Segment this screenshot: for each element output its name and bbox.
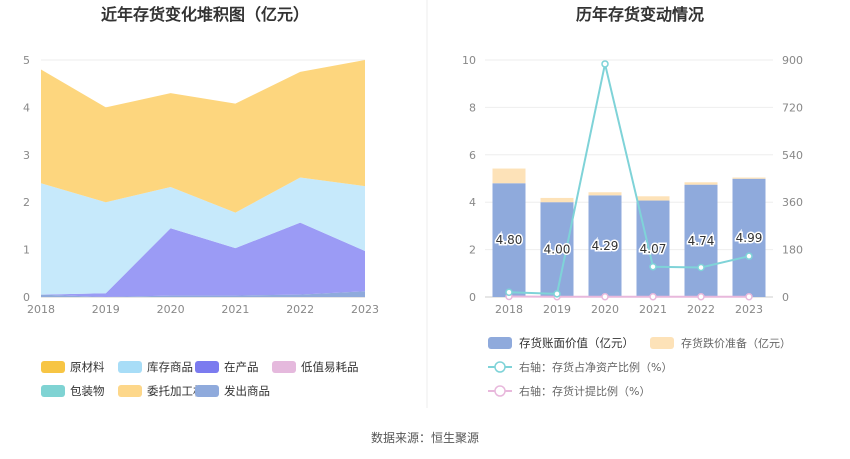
- legend-swatch: [272, 361, 296, 373]
- bar-value-label: 4.29: [592, 239, 619, 253]
- left-chart-title: 近年存货变化堆积图（亿元）: [101, 5, 309, 24]
- left-x-tick: 2020: [157, 303, 185, 316]
- area-series-0: [41, 291, 365, 297]
- bar-book-value: [540, 202, 574, 297]
- left-y-tick: 5: [23, 54, 30, 67]
- bar-impairment: [588, 192, 622, 196]
- right-x-axis-ticks: 2018 2019 2020 2021 2022 2023: [495, 303, 763, 316]
- legend-label: 右轴：存货占净资产比例（%）: [519, 360, 672, 374]
- legend-marker: [494, 361, 506, 373]
- bar-value-label: 4.00: [544, 243, 571, 257]
- left-x-axis-ticks: 2018 2019 2020 2021 2022 2023: [27, 303, 379, 316]
- bar-book-value: [732, 178, 766, 297]
- line-point-2: [553, 290, 561, 298]
- legend-label: 包装物: [70, 384, 105, 398]
- right-x-tick: 2022: [687, 303, 715, 316]
- right-legend: 存货账面价值（亿元） 存货跌价准备（亿元） 右轴：存货占净资产比例（%） 右轴：存货计…: [488, 336, 791, 398]
- bar-book-value: [684, 184, 718, 297]
- bar-value-label: 4.07: [640, 242, 667, 256]
- left-y-tick: 2: [23, 196, 30, 209]
- left-y-tick: 0: [23, 291, 30, 304]
- left-y-tick: 1: [23, 244, 30, 257]
- right-right-y-tick: 0: [782, 291, 789, 304]
- legend-swatch: [118, 361, 142, 373]
- line-series-2: [508, 63, 750, 295]
- left-x-tick: 2023: [351, 303, 379, 316]
- right-right-y-tick: 540: [782, 149, 803, 162]
- left-x-tick: 2021: [221, 303, 249, 316]
- right-bar-labels: 4.80 4.00 4.29 4.07 4.74 4.99: [494, 229, 764, 258]
- line-point-2: [505, 288, 513, 297]
- legend-swatch: [118, 385, 142, 397]
- left-x-tick: 2022: [286, 303, 314, 316]
- line-point-3: [649, 292, 657, 301]
- legend-label: 低值易耗品: [301, 360, 359, 374]
- right-left-y-tick: 8: [469, 101, 476, 114]
- left-x-tick: 2018: [27, 303, 55, 316]
- right-right-y-tick: 180: [782, 244, 803, 257]
- legend-label: 库存商品: [147, 360, 193, 374]
- line-point-3: [601, 292, 609, 301]
- legend-label: 原材料: [70, 360, 105, 374]
- legend-swatch: [195, 385, 219, 397]
- legend-label: 存货跌价准备（亿元）: [681, 336, 791, 350]
- right-left-y-tick: 2: [469, 244, 476, 257]
- left-areas: [41, 60, 365, 297]
- bar-book-value: [492, 183, 526, 297]
- legend-swatch: [41, 385, 65, 397]
- bar-impairment: [540, 197, 574, 203]
- right-right-y-tick: 360: [782, 196, 803, 209]
- right-left-y-tick: 10: [462, 54, 476, 67]
- right-bars: [492, 168, 766, 297]
- line-point-3: [745, 292, 753, 301]
- left-x-tick: 2019: [92, 303, 120, 316]
- right-right-y-tick: 720: [782, 101, 803, 114]
- bar-impairment: [492, 168, 526, 184]
- bar-impairment: [732, 177, 766, 179]
- line-point-2: [649, 262, 657, 271]
- right-x-tick: 2018: [495, 303, 523, 316]
- right-x-tick: 2021: [639, 303, 667, 316]
- legend-swatch: [488, 337, 512, 349]
- bar-impairment: [684, 182, 718, 185]
- left-y-tick: 3: [23, 149, 30, 162]
- data-source: 数据来源：恒生聚源: [371, 430, 479, 445]
- right-lines: [505, 60, 753, 301]
- legend-label: 存货账面价值（亿元）: [519, 336, 634, 350]
- right-left-y-tick: 0: [469, 291, 476, 304]
- right-left-y-tick: 6: [469, 149, 476, 162]
- line-point-2: [601, 60, 609, 68]
- area-series-2: [41, 177, 365, 295]
- legend-label: 右轴：存货计提比例（%）: [519, 384, 650, 398]
- right-x-tick: 2023: [735, 303, 763, 316]
- legend-swatch: [650, 337, 674, 349]
- legend-marker: [494, 385, 506, 397]
- legend-swatch: [41, 361, 65, 373]
- right-x-tick: 2020: [591, 303, 619, 316]
- right-y-axis-ticks: 0 2 4 6 8 10 0 180 360 540 720 900: [462, 54, 803, 304]
- right-x-tick: 2019: [543, 303, 571, 316]
- area-series-1: [41, 222, 365, 297]
- line-point-3: [697, 292, 705, 301]
- line-point-2: [745, 252, 753, 260]
- line-point-2: [697, 263, 705, 272]
- bar-value-label: 4.80: [496, 233, 523, 247]
- legend-swatch: [195, 361, 219, 373]
- area-series-3: [41, 60, 365, 213]
- right-right-y-tick: 900: [782, 54, 803, 67]
- bar-value-label: 4.74: [688, 234, 715, 248]
- bar-impairment: [636, 196, 670, 201]
- bar-book-value: [588, 195, 622, 297]
- left-y-axis-ticks: 0 1 2 3 4 5: [23, 54, 30, 304]
- right-left-y-tick: 4: [469, 196, 476, 209]
- legend-label: 发出商品: [224, 384, 270, 398]
- bar-value-label: 4.99: [736, 231, 763, 245]
- right-chart-title: 历年存货变动情况: [576, 5, 704, 24]
- left-y-tick: 4: [23, 101, 30, 114]
- legend-label: 在产品: [224, 360, 259, 374]
